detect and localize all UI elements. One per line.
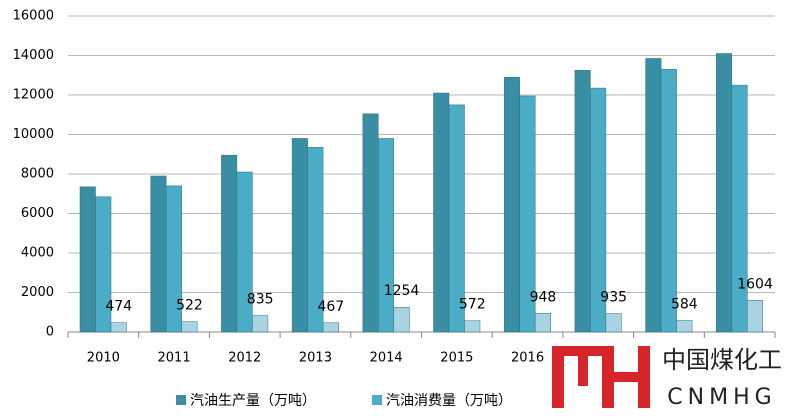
bar bbox=[503, 76, 520, 333]
watermark-name: 中国煤化工 bbox=[662, 346, 782, 374]
bar bbox=[362, 113, 379, 333]
x-tick-label: 2016 bbox=[511, 351, 544, 366]
bar bbox=[645, 58, 662, 333]
data-label: 1254 bbox=[384, 283, 420, 299]
data-label: 935 bbox=[600, 290, 627, 306]
data-label: 572 bbox=[459, 297, 486, 313]
watermark-abbr: CNMHG bbox=[667, 385, 776, 410]
data-label: 522 bbox=[176, 298, 203, 314]
bar bbox=[433, 92, 450, 333]
y-tick-label: 2000 bbox=[21, 285, 54, 300]
y-tick-label: 14000 bbox=[13, 48, 54, 63]
y-tick-label: 10000 bbox=[13, 127, 54, 142]
bar bbox=[660, 69, 677, 333]
bar bbox=[110, 322, 127, 333]
bar bbox=[165, 185, 182, 333]
bar bbox=[393, 306, 410, 333]
bar bbox=[605, 313, 622, 333]
y-tick-label: 12000 bbox=[13, 88, 54, 103]
data-label: 467 bbox=[317, 299, 344, 315]
x-tick-label: 2013 bbox=[299, 351, 332, 366]
bar bbox=[181, 321, 198, 333]
y-tick-label: 8000 bbox=[21, 167, 54, 182]
bar bbox=[448, 104, 465, 333]
x-tick-label: 2012 bbox=[228, 351, 261, 366]
data-label: 835 bbox=[247, 292, 274, 308]
logo bbox=[552, 346, 650, 408]
bar bbox=[731, 84, 748, 333]
bar bbox=[95, 196, 112, 333]
bar bbox=[79, 186, 96, 333]
data-label: 1604 bbox=[737, 276, 773, 292]
bar bbox=[291, 138, 308, 333]
bar bbox=[307, 147, 324, 333]
bar bbox=[221, 154, 238, 333]
y-tick-label: 0 bbox=[46, 325, 54, 340]
x-tick-label: 2010 bbox=[87, 351, 120, 366]
bar bbox=[252, 315, 269, 333]
bar bbox=[574, 70, 591, 333]
logo-shape bbox=[552, 346, 564, 408]
y-tick-label: 6000 bbox=[21, 206, 54, 221]
x-tick-label: 2015 bbox=[440, 351, 473, 366]
bar bbox=[519, 95, 536, 333]
x-tick-label: 2014 bbox=[370, 351, 403, 366]
bar bbox=[464, 320, 481, 333]
legend-swatch bbox=[372, 395, 382, 405]
bar bbox=[322, 322, 339, 333]
bar bbox=[150, 175, 167, 333]
data-label: 584 bbox=[671, 296, 698, 312]
x-tick-label: 2011 bbox=[158, 351, 191, 366]
data-label: 948 bbox=[530, 289, 557, 305]
data-label: 474 bbox=[105, 299, 132, 315]
legend-swatch bbox=[176, 395, 186, 405]
y-tick-label: 4000 bbox=[21, 246, 54, 261]
legend-label: 汽油生产量（万吨） bbox=[190, 393, 316, 409]
bar bbox=[676, 320, 693, 333]
bar bbox=[590, 87, 607, 333]
y-tick-label: 16000 bbox=[13, 9, 54, 24]
bar bbox=[716, 53, 733, 333]
bar bbox=[534, 313, 551, 333]
logo-shape bbox=[578, 346, 588, 386]
bar bbox=[378, 138, 395, 333]
legend-label: 汽油消费量（万吨） bbox=[386, 393, 512, 409]
bar bbox=[747, 300, 764, 333]
logo-shape bbox=[602, 372, 650, 382]
logo-shape bbox=[638, 346, 650, 408]
bar bbox=[236, 171, 253, 333]
